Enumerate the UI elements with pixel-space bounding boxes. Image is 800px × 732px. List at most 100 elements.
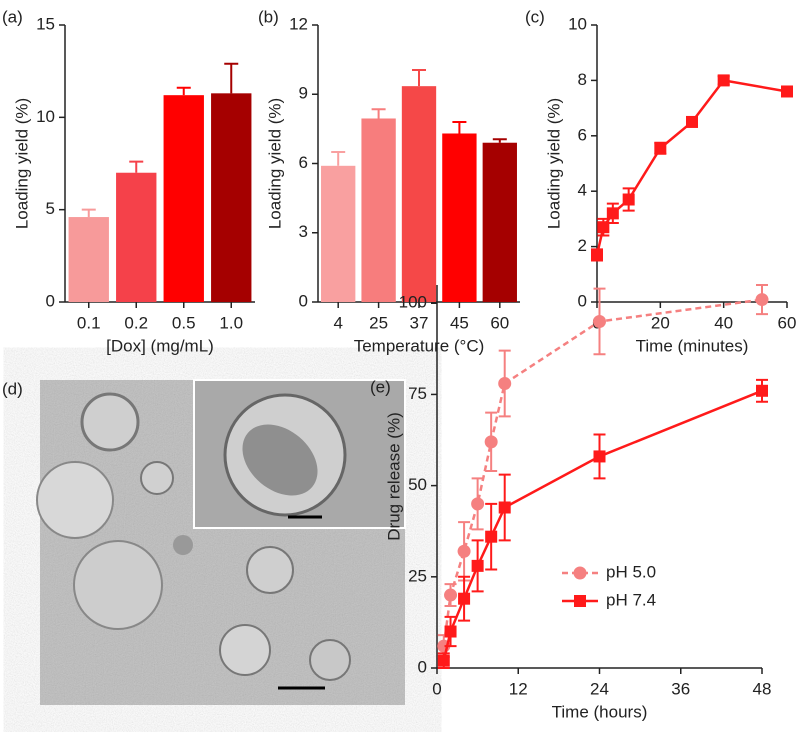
x-tick-label: 37 <box>410 313 429 332</box>
legend-marker <box>573 566 587 580</box>
y-tick-label: 6 <box>299 153 308 172</box>
y-tick-label: 9 <box>299 84 308 103</box>
marker <box>484 435 498 449</box>
y-tick-label: 5 <box>46 199 55 218</box>
bar <box>482 142 517 302</box>
y-tick-label: 12 <box>289 14 308 33</box>
bar <box>163 95 204 302</box>
error-bar <box>452 120 467 134</box>
y-tick-label: 0 <box>299 291 308 310</box>
bar <box>211 93 252 303</box>
x-tick-label: 0.5 <box>172 313 196 332</box>
bar <box>68 217 109 302</box>
x-tick-label: 20 <box>651 313 670 332</box>
legend-label: pH 7.4 <box>606 590 656 609</box>
panel-label: (b) <box>258 7 279 26</box>
marker <box>471 497 485 511</box>
x-axis-label: Temperature (°C) <box>354 336 485 355</box>
series-line <box>442 298 763 647</box>
y-tick-label: 0 <box>578 291 587 310</box>
error-bar <box>81 208 96 218</box>
y-tick-label: 75 <box>408 384 427 403</box>
y-tick-label: 25 <box>408 566 427 585</box>
marker <box>597 221 610 234</box>
marker <box>755 293 769 307</box>
y-tick-label: 0 <box>418 657 427 676</box>
x-tick-label: 60 <box>490 313 509 332</box>
x-axis-label: Time (minutes) <box>636 336 749 355</box>
panel-label: (a) <box>2 7 23 26</box>
marker <box>591 248 603 261</box>
marker <box>622 193 635 206</box>
x-tick-label: 48 <box>753 679 772 698</box>
x-tick-label: 0.1 <box>77 313 101 332</box>
y-tick-label: 8 <box>578 70 587 89</box>
marker <box>593 314 606 328</box>
series-line <box>595 79 788 256</box>
marker <box>593 450 606 463</box>
x-tick-label: 60 <box>778 313 797 332</box>
x-tick-label: 45 <box>450 313 469 332</box>
marker <box>781 85 793 98</box>
marker <box>458 592 471 605</box>
y-tick-label: 6 <box>578 125 587 144</box>
marker <box>471 559 484 572</box>
panel-label: (d) <box>2 379 23 398</box>
y-axis-label: Drug release (%) <box>384 412 403 541</box>
y-tick-label: 3 <box>299 222 308 241</box>
x-axis-label: [Dox] (mg/mL) <box>106 336 214 355</box>
legend-marker <box>574 595 586 607</box>
panel-label: (c) <box>525 7 545 26</box>
x-tick-label: 40 <box>714 313 733 332</box>
tem-image <box>36 379 406 705</box>
marker <box>485 530 498 543</box>
marker <box>686 115 698 128</box>
y-tick-label: 10 <box>36 107 55 126</box>
y-tick-label: 15 <box>36 14 55 33</box>
bar <box>442 133 477 302</box>
y-tick-label: 100 <box>399 293 427 312</box>
y-tick-label: 4 <box>578 181 587 200</box>
x-tick-label: 25 <box>369 313 388 332</box>
x-tick-label: 0 <box>432 679 441 698</box>
x-tick-label: 1.0 <box>219 313 243 332</box>
error-bar <box>224 62 239 94</box>
marker <box>756 384 768 397</box>
x-tick-label: 36 <box>671 679 690 698</box>
marker <box>654 142 667 155</box>
y-tick-label: 50 <box>408 475 427 494</box>
y-axis-label: Loading yield (%) <box>12 98 31 229</box>
y-axis-label: Loading yield (%) <box>544 98 563 229</box>
bar <box>116 172 157 302</box>
error-bar <box>331 150 346 166</box>
marker <box>437 654 450 667</box>
x-axis-label: Time (hours) <box>552 702 648 721</box>
y-tick-label: 0 <box>46 291 55 310</box>
marker <box>457 544 471 558</box>
y-axis-label: Loading yield (%) <box>265 98 284 229</box>
marker <box>444 588 458 602</box>
x-tick-label: 4 <box>333 313 342 332</box>
marker <box>498 501 511 514</box>
marker <box>717 74 730 87</box>
bar <box>361 118 396 302</box>
error-bar <box>492 138 507 143</box>
y-tick-label: 10 <box>568 14 587 33</box>
error-bar <box>371 108 386 119</box>
y-tick-label: 2 <box>578 236 587 255</box>
bar <box>321 165 356 302</box>
marker <box>444 625 457 638</box>
error-bar <box>176 86 191 96</box>
marker <box>498 376 512 390</box>
x-tick-label: 24 <box>590 679 609 698</box>
legend-label: pH 5.0 <box>606 562 656 581</box>
panel-label: (e) <box>370 377 391 396</box>
marker <box>606 207 619 220</box>
bar <box>401 86 437 302</box>
x-tick-label: 0.2 <box>124 313 148 332</box>
x-tick-label: 12 <box>509 679 528 698</box>
error-bar <box>129 160 144 173</box>
error-bar <box>412 69 426 87</box>
